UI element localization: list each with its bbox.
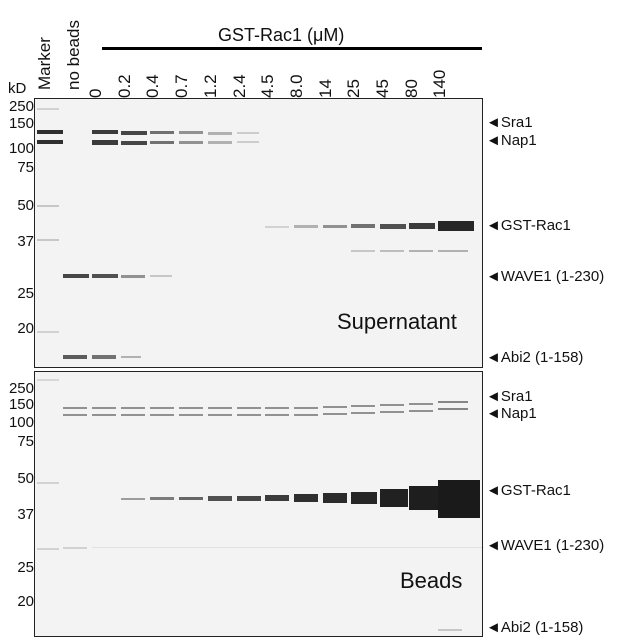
sra1-label-bottom: ◄Sra1 bbox=[486, 388, 533, 405]
beads-gel bbox=[34, 371, 484, 637]
gst-rac1-label-bottom: ◄GST-Rac1 bbox=[486, 482, 571, 499]
ladder-20-top: 20 bbox=[17, 320, 34, 337]
conc-1-2: 1.2 bbox=[201, 74, 220, 98]
marker-lane-label: Marker bbox=[35, 37, 54, 90]
conc-80: 80 bbox=[402, 79, 421, 98]
wave1-label-bottom: ◄WAVE1 (1-230) bbox=[486, 537, 605, 554]
nap1-label-top: ◄Nap1 bbox=[486, 132, 537, 149]
conc-140: 140 bbox=[430, 69, 449, 98]
ladder-250-top: 250 bbox=[8, 98, 34, 115]
series-title: GST-Rac1 (μM) bbox=[218, 25, 345, 45]
ladder-150-bottom: 150 bbox=[8, 396, 34, 413]
kd-label: kD bbox=[8, 80, 27, 97]
nap1-label-bottom: ◄Nap1 bbox=[486, 405, 537, 422]
conc-2-4: 2.4 bbox=[230, 74, 249, 98]
ladder-50-bottom: 50 bbox=[17, 470, 34, 487]
conc-25: 25 bbox=[344, 79, 363, 98]
no-beads-lane-label: no beads bbox=[64, 20, 83, 90]
ladder-50-top: 50 bbox=[17, 197, 34, 214]
conc-14: 14 bbox=[316, 79, 335, 98]
ladder-25-top: 25 bbox=[17, 285, 34, 302]
ladder-75-top: 75 bbox=[17, 159, 34, 176]
abi2-label-bottom: ◄Abi2 (1-158) bbox=[486, 619, 584, 636]
ladder-20-bottom: 20 bbox=[17, 593, 34, 610]
ladder-25-bottom: 25 bbox=[17, 559, 34, 576]
supernatant-gel bbox=[34, 98, 483, 368]
ladder-250-bottom: 250 bbox=[8, 380, 34, 397]
ladder-37-top: 37 bbox=[17, 233, 34, 250]
wave1-label-top: ◄WAVE1 (1-230) bbox=[486, 268, 605, 285]
supernatant-bands bbox=[37, 108, 474, 359]
conc-0-2: 0.2 bbox=[115, 74, 134, 98]
ladder-100-bottom: 100 bbox=[8, 414, 34, 431]
conc-8-0: 8.0 bbox=[287, 74, 306, 98]
conc-0-7: 0.7 bbox=[172, 74, 191, 98]
ladder-150-top: 150 bbox=[8, 115, 34, 132]
conc-0-4: 0.4 bbox=[143, 74, 162, 98]
beads-bands bbox=[37, 379, 484, 631]
conc-45: 45 bbox=[373, 79, 392, 98]
series-bracket-line bbox=[102, 47, 482, 50]
supernatant-label: Supernatant bbox=[337, 309, 457, 334]
conc-0: 0 bbox=[86, 88, 105, 98]
ladder-37-bottom: 37 bbox=[17, 506, 34, 523]
gst-rac1-label-top: ◄GST-Rac1 bbox=[486, 217, 571, 234]
abi2-label-top: ◄Abi2 (1-158) bbox=[486, 349, 584, 366]
ladder-75-bottom: 75 bbox=[17, 433, 34, 450]
beads-label: Beads bbox=[400, 568, 463, 593]
ladder-100-top: 100 bbox=[8, 140, 34, 157]
sra1-label-top: ◄Sra1 bbox=[486, 114, 533, 131]
conc-4-5: 4.5 bbox=[258, 74, 277, 98]
